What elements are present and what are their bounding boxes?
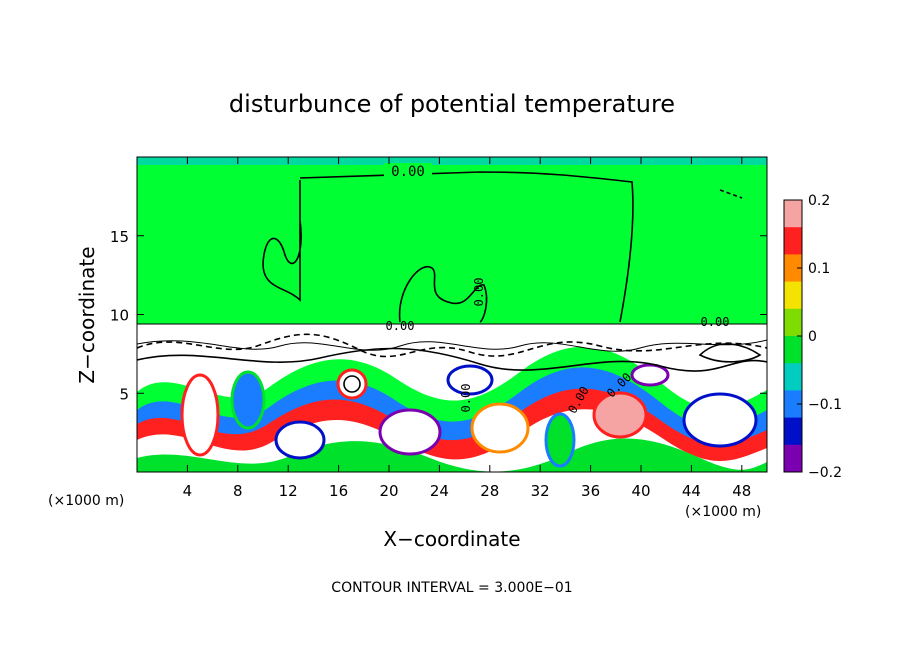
contour-label: 0.00 bbox=[391, 164, 425, 180]
eddy bbox=[274, 420, 326, 460]
x-tick-label: 40 bbox=[631, 482, 650, 500]
eddy bbox=[230, 370, 266, 430]
x-tick-label: 4 bbox=[183, 482, 193, 500]
colorbar-tick-label: −0.1 bbox=[808, 397, 842, 413]
contour-line bbox=[698, 343, 762, 363]
lower-green-band bbox=[137, 438, 767, 472]
x-unit-left: (×1000 m) bbox=[48, 493, 124, 509]
eddy bbox=[378, 408, 442, 456]
colorbar-swatch bbox=[784, 336, 802, 364]
colorbar bbox=[783, 199, 803, 473]
x-tick-label: 36 bbox=[581, 482, 600, 500]
y-axis-ticks: 5 10 15 bbox=[110, 228, 767, 403]
contour-label: 0.00 bbox=[386, 319, 415, 333]
eddy bbox=[470, 402, 530, 454]
eddy bbox=[682, 392, 758, 448]
colorbar-tick-label: 0.1 bbox=[808, 261, 830, 277]
x-tick-label: 24 bbox=[430, 482, 449, 500]
eddy bbox=[180, 373, 220, 457]
eddy bbox=[592, 391, 648, 439]
layer-top-edge bbox=[137, 323, 767, 352]
eddy bbox=[336, 368, 368, 400]
colorbar-swatch bbox=[784, 390, 802, 419]
contour-line bbox=[262, 180, 302, 302]
contour-line-dashed bbox=[719, 189, 743, 199]
eddy bbox=[446, 364, 494, 396]
x-tick-label: 20 bbox=[379, 482, 398, 500]
zero-contours bbox=[137, 171, 767, 393]
contour-label: 0.00 bbox=[701, 315, 730, 329]
eddy bbox=[630, 363, 670, 387]
chart-title: disturbunce of potential temperature bbox=[229, 90, 675, 118]
colorbar-swatch bbox=[784, 363, 802, 391]
colorbar-swatch bbox=[784, 308, 802, 337]
colorbar-tick-label: 0.2 bbox=[808, 193, 830, 209]
eddy bbox=[544, 412, 576, 468]
contour-interval-note: CONTOUR INTERVAL = 3.000E−01 bbox=[331, 580, 572, 596]
x-tick-label: 32 bbox=[531, 482, 550, 500]
colorbar-swatch bbox=[784, 227, 802, 255]
contour-line bbox=[343, 375, 361, 393]
plot-area: 0.00 0.00 0.00 0.00 0.00 0.00 0.00 bbox=[137, 157, 767, 472]
contour-line-dashed bbox=[137, 333, 767, 358]
colorbar-tick-label: 0 bbox=[808, 329, 817, 345]
contour-label: 0.00 bbox=[472, 278, 486, 307]
top-boundary-band bbox=[137, 157, 767, 165]
y-tick-label: 10 bbox=[110, 307, 129, 325]
colorbar-swatch bbox=[784, 444, 802, 473]
contour-label: 0.00 bbox=[459, 384, 473, 413]
y-tick-label: 5 bbox=[119, 385, 129, 403]
eddy-blobs bbox=[180, 363, 758, 468]
x-unit-right: (×1000 m) bbox=[685, 504, 761, 520]
x-tick-label: 16 bbox=[329, 482, 348, 500]
x-tick-label: 8 bbox=[233, 482, 243, 500]
colorbar-swatch bbox=[784, 254, 802, 283]
x-axis-label: X−coordinate bbox=[383, 527, 520, 551]
x-tick-label: 28 bbox=[480, 482, 499, 500]
contour-label-bg bbox=[384, 163, 432, 179]
colorbar-swatch bbox=[784, 417, 802, 446]
x-axis-ticks: 4 8 12 16 20 24 28 32 36 40 44 48 bbox=[183, 157, 751, 500]
colorbar-swatch bbox=[784, 281, 802, 310]
contour-line bbox=[299, 171, 634, 323]
x-tick-label: 12 bbox=[279, 482, 298, 500]
x-tick-label: 44 bbox=[682, 482, 701, 500]
colorbar-ticks: 0.2 0.1 0 −0.1 −0.2 bbox=[797, 193, 842, 481]
colorbar-swatch bbox=[784, 200, 802, 228]
y-tick-label: 15 bbox=[110, 228, 129, 246]
contour-line bbox=[398, 265, 488, 323]
upper-neutral-field bbox=[137, 157, 767, 324]
y-axis-label: Z−coordinate bbox=[75, 246, 99, 383]
colorbar-tick-label: −0.2 bbox=[808, 465, 842, 481]
x-tick-label: 48 bbox=[732, 482, 751, 500]
contour-line bbox=[137, 347, 767, 372]
